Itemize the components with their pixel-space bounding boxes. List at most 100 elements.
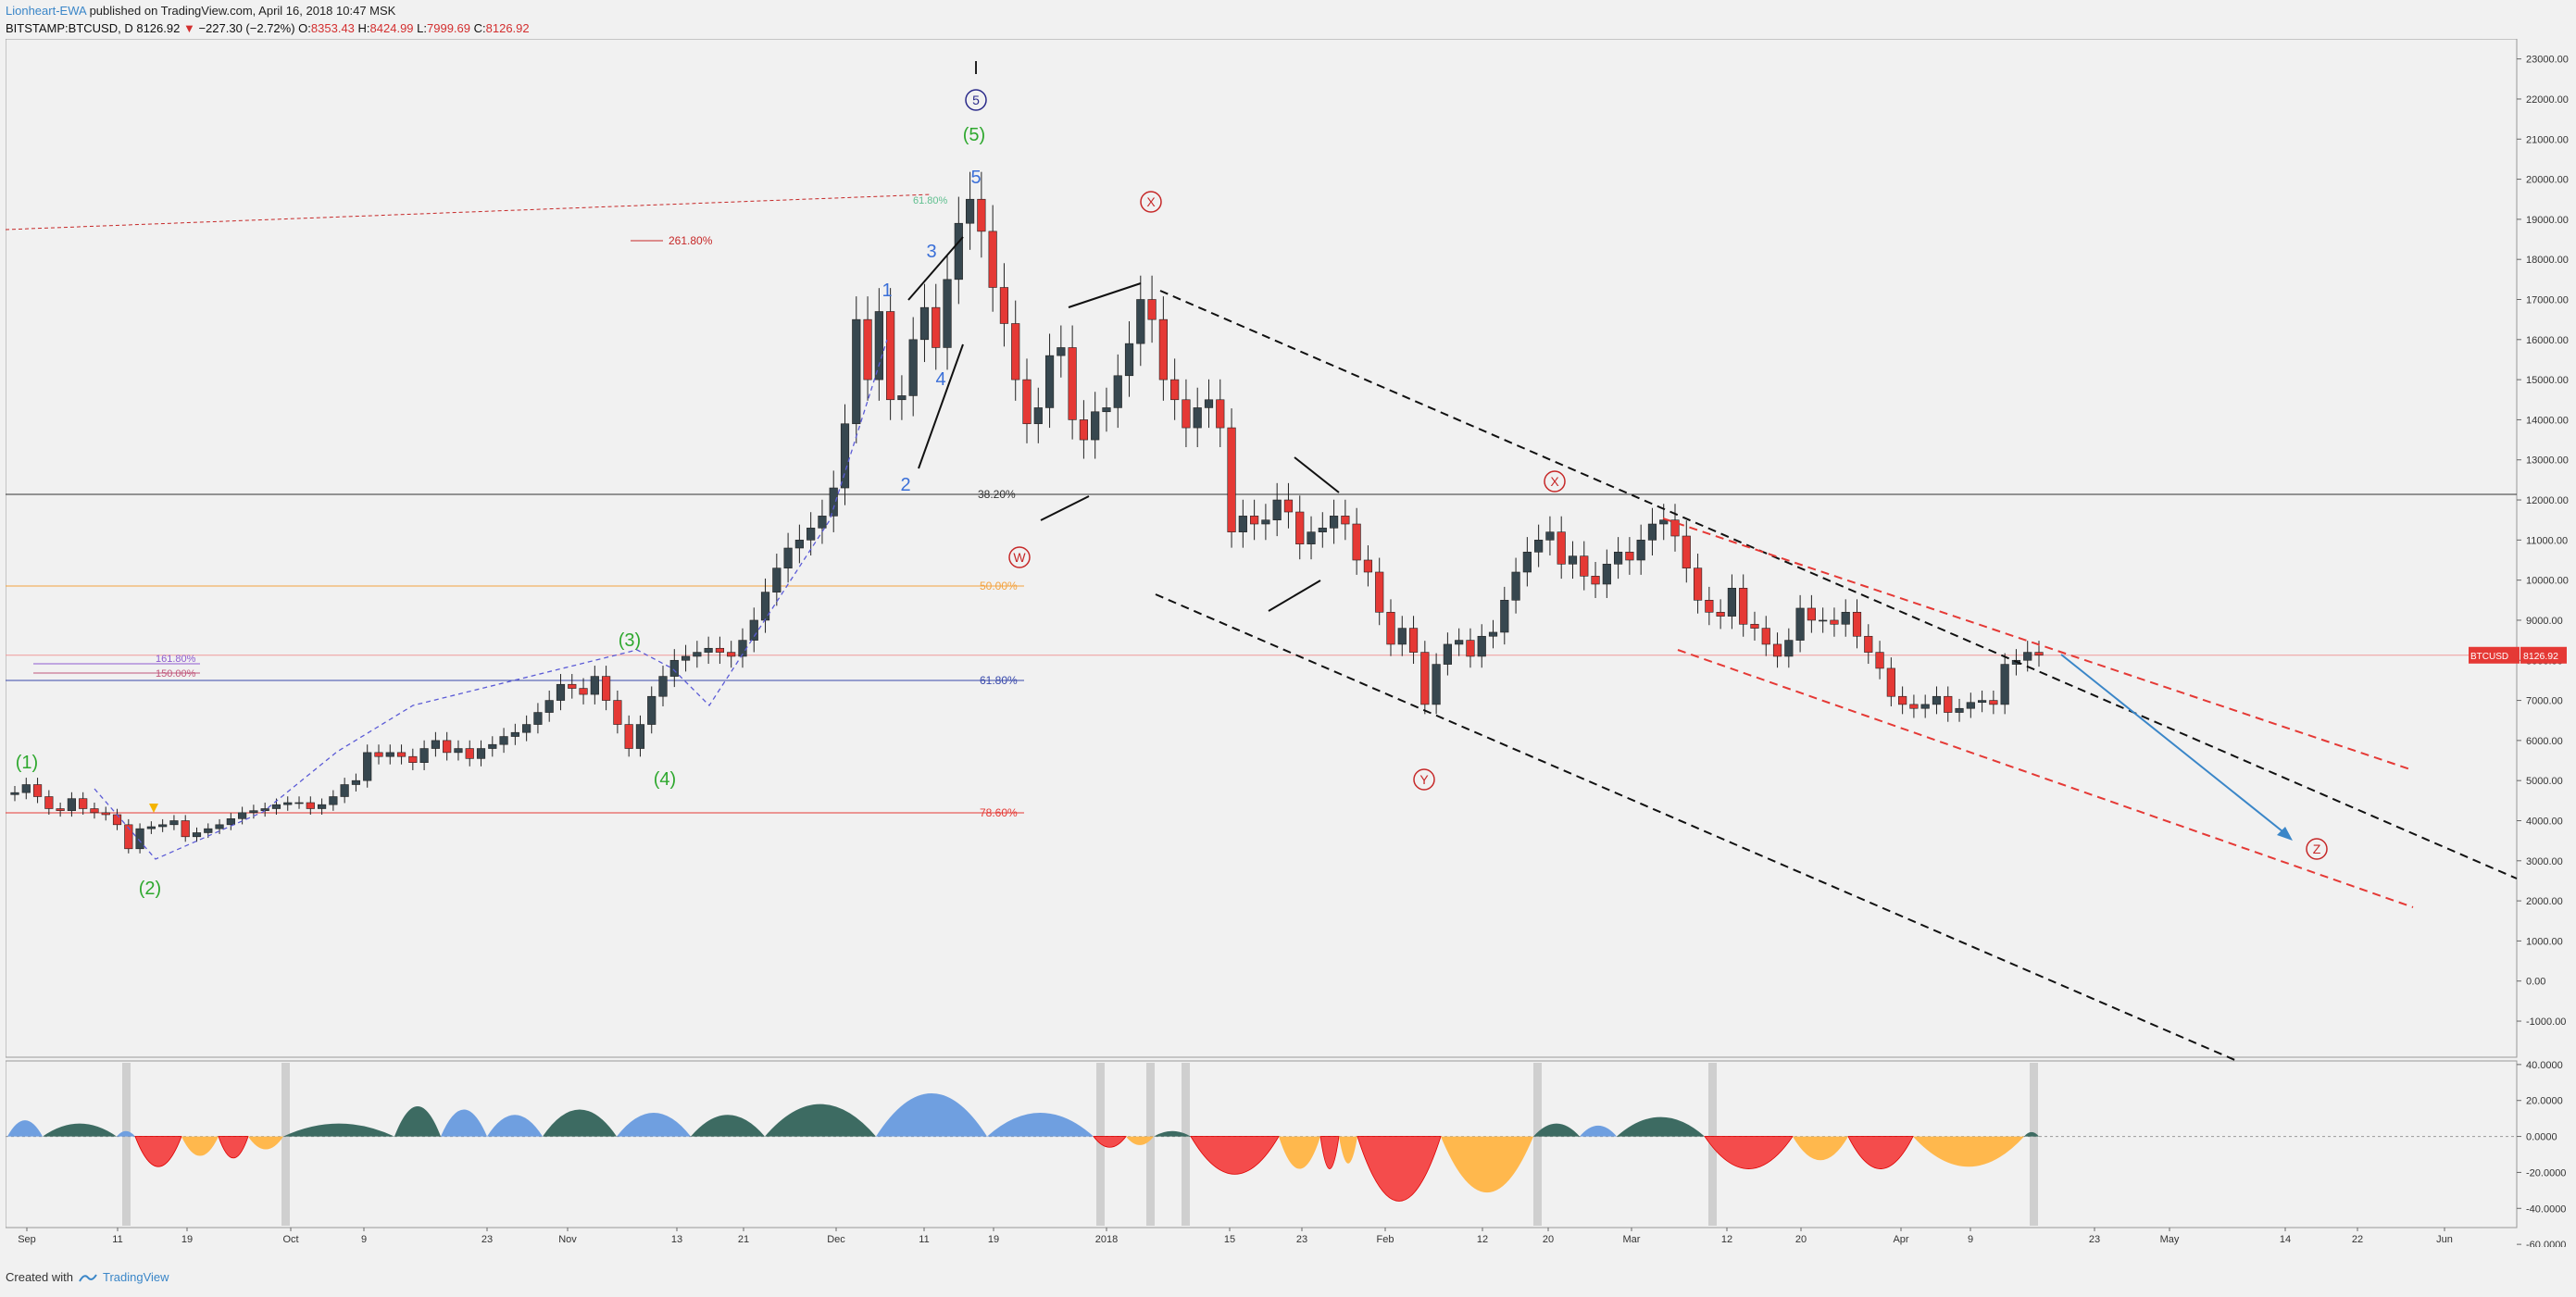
- candle-up: [669, 659, 679, 677]
- candle-down: [1864, 635, 1873, 653]
- candle-down: [374, 752, 383, 757]
- osc-area-blue: [987, 1112, 1094, 1137]
- candle-down: [56, 808, 65, 811]
- candle-down: [1341, 516, 1350, 525]
- candle-down: [1283, 499, 1294, 513]
- x-tick-label: Feb: [1377, 1234, 1394, 1245]
- candle-up: [67, 798, 77, 811]
- candle-up: [1455, 640, 1464, 645]
- candle-down: [306, 802, 315, 809]
- wave-dashed-path: [94, 339, 888, 860]
- candle-down: [1557, 531, 1566, 565]
- price-badge-symbol: BTCUSD: [2470, 652, 2508, 662]
- y-tick-label: 9000.00: [2526, 616, 2563, 627]
- x-tick-label: 22: [2352, 1234, 2363, 1245]
- osc-signal-bar: [122, 1063, 131, 1226]
- candle-down: [1886, 667, 1895, 697]
- projection-arrow-head-icon: [2277, 827, 2293, 841]
- channel-lower-line: [1155, 593, 2238, 1062]
- candle-down: [1591, 576, 1600, 585]
- candle-down: [1250, 516, 1259, 525]
- wave-label-X2-circle: [1544, 470, 1566, 493]
- candle-down: [1068, 347, 1077, 420]
- candle-down: [465, 748, 474, 759]
- osc-y-tick-label: -60.0000: [2526, 1240, 2566, 1247]
- candle-down: [1420, 652, 1430, 705]
- x-tick-label: 2018: [1095, 1234, 1118, 1245]
- author-link[interactable]: Lionheart-EWA: [6, 4, 86, 18]
- candle-up: [829, 487, 838, 517]
- osc-area-dark: [691, 1115, 765, 1137]
- x-tick-label: 20: [1795, 1234, 1807, 1245]
- osc-area-dark: [765, 1104, 876, 1137]
- candle-up: [1932, 695, 1942, 705]
- candle-up: [1238, 516, 1247, 532]
- candle-up: [1193, 407, 1202, 429]
- y-tick-label: 6000.00: [2526, 736, 2563, 747]
- osc-area-red: [1847, 1136, 1914, 1169]
- osc-area-red: [1357, 1136, 1442, 1202]
- candle-up: [704, 647, 713, 653]
- candle-up: [1659, 519, 1669, 525]
- candle-down: [727, 652, 736, 657]
- x-tick-label: 9: [361, 1234, 367, 1245]
- projection-arrow-line: [2060, 654, 2288, 836]
- candle-up: [1784, 640, 1794, 657]
- wave-label-2: 2: [900, 475, 910, 495]
- osc-area-orange: [1279, 1136, 1320, 1169]
- candle-up: [385, 752, 394, 757]
- x-tick-label: 13: [671, 1234, 682, 1245]
- candle-up: [1477, 635, 1486, 657]
- candle-up: [1795, 607, 1805, 641]
- wave-label-paren-1: (1): [16, 753, 38, 773]
- wave-label-X1: X: [1146, 194, 1156, 209]
- candle-up: [10, 792, 19, 795]
- candle-up: [1977, 700, 1987, 704]
- candle-up: [1545, 531, 1555, 541]
- y-tick-label: 18000.00: [2526, 255, 2569, 266]
- fib-61-label: 61.80%: [980, 674, 1018, 687]
- tradingview-brand[interactable]: TradingView: [102, 1270, 169, 1284]
- osc-area-dark: [43, 1123, 117, 1137]
- low-value: 7999.69: [427, 21, 470, 35]
- candle-up: [897, 395, 907, 401]
- y-tick-label: 21000.00: [2526, 134, 2569, 145]
- candle-down: [2034, 652, 2044, 656]
- candle-down: [1944, 695, 1953, 713]
- candle-down: [1352, 523, 1361, 561]
- wave-label-X1-circle: [1140, 191, 1162, 213]
- candle-down: [886, 311, 895, 401]
- candle-up: [783, 547, 793, 568]
- y-tick-label: 20000.00: [2526, 175, 2569, 186]
- osc-area-blue: [441, 1109, 487, 1137]
- candle-up: [1044, 355, 1055, 408]
- candle-up: [260, 808, 269, 811]
- fib-78-label: 78.60%: [980, 806, 1018, 819]
- osc-area-blue: [117, 1130, 135, 1137]
- price-badge-value-bg: [2520, 646, 2567, 664]
- price-badge-bg: [2469, 646, 2520, 664]
- osc-signal-bar: [1533, 1063, 1542, 1226]
- price-chart[interactable]: 23000.0022000.0021000.0020000.0019000.00…: [5, 38, 2570, 1251]
- symbol-label: BITSTAMP:BTCUSD, D: [6, 21, 133, 35]
- wave-label-Z-circle: [2306, 838, 2328, 860]
- y-tick-label: -1000.00: [2526, 1016, 2566, 1028]
- candle-up: [146, 826, 156, 829]
- candle-down: [568, 683, 577, 689]
- open-value: 8353.43: [310, 21, 355, 35]
- chart-area[interactable]: 23000.00 22000.00 21000.00 20000.00 19000.00…: [5, 38, 2570, 1251]
- candle-up: [431, 740, 440, 749]
- close-value: 8126.92: [485, 21, 530, 35]
- candle-up: [693, 652, 702, 657]
- candle-up: [1511, 571, 1520, 601]
- wave-label-I: I: [973, 58, 979, 79]
- candle-down: [1875, 652, 1884, 669]
- candle-down: [1408, 628, 1419, 653]
- candle-up: [1307, 531, 1316, 544]
- candle-up: [204, 828, 213, 833]
- candle-up: [226, 818, 235, 826]
- price-change: −227.30 (−2.72%): [198, 21, 295, 35]
- osc-area-red: [1319, 1136, 1340, 1169]
- candle-up: [21, 784, 31, 793]
- candle-down: [1625, 552, 1634, 561]
